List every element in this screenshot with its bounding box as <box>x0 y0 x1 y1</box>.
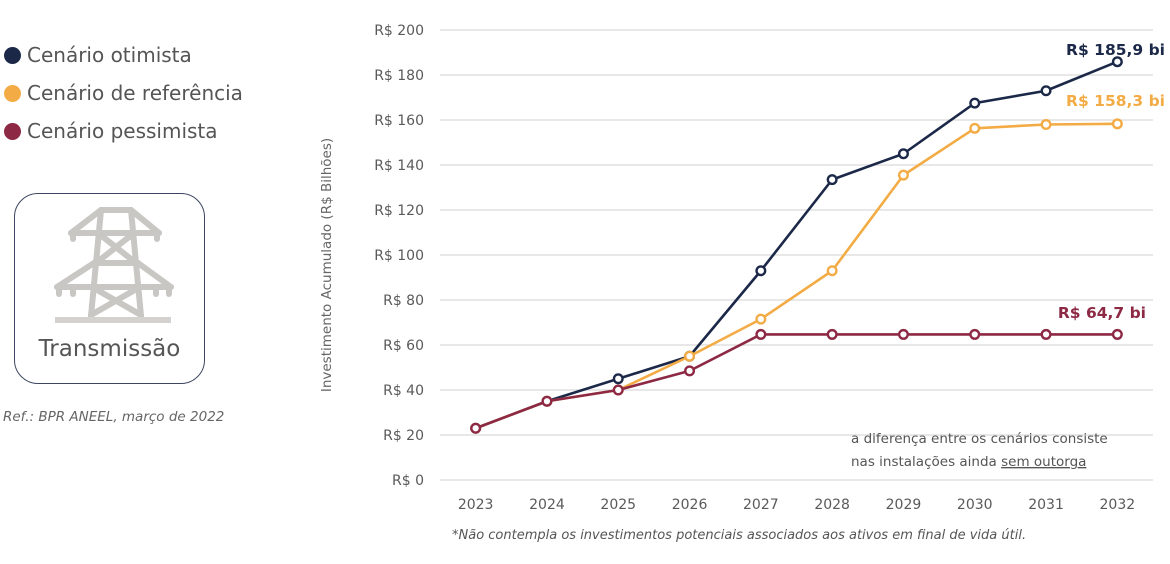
x-tick-label: 2032 <box>1100 497 1136 513</box>
series-line-otimista <box>475 60 1118 430</box>
transmission-tower-icon <box>54 207 174 323</box>
category-box: Transmissão <box>14 193 205 384</box>
annotation-line-2: nas instalações ainda sem outorga <box>851 454 1086 470</box>
end-label-pessimista: R$ 64,7 bi <box>1058 304 1146 322</box>
y-tick-labels: R$ 0 R$ 20 R$ 40 R$ 60 R$ 80 R$ 100 R$ 120 R$ 1… <box>374 23 424 489</box>
data-point-pessimista <box>541 395 553 407</box>
data-point-referencia <box>684 350 696 362</box>
data-point-pessimista <box>612 384 624 396</box>
y-tick-label: R$ 180 <box>374 68 424 84</box>
y-tick-label: R$ 0 <box>392 473 424 489</box>
reference-note: Ref.: BPR ANEEL, março de 2022 <box>3 409 225 425</box>
x-tick-label: 2027 <box>743 497 779 513</box>
category-label: Transmissão <box>38 336 181 362</box>
data-point-referencia <box>969 122 981 134</box>
data-point-referencia <box>1111 118 1123 130</box>
x-tick-label: 2030 <box>957 497 993 513</box>
y-tick-label: R$ 100 <box>374 248 424 264</box>
legend-item-otimista: Cenário otimista <box>4 36 243 74</box>
y-tick-label: R$ 200 <box>374 23 424 39</box>
data-point-referencia <box>826 265 838 277</box>
y-tick-label: R$ 140 <box>374 158 424 174</box>
data-point-otimista <box>1111 56 1123 68</box>
data-point-otimista <box>969 97 981 109</box>
y-tick-label: R$ 60 <box>383 338 424 354</box>
data-point-otimista <box>612 373 624 385</box>
x-tick-label: 2028 <box>814 497 850 513</box>
annotation-line-2-text: nas instalações ainda <box>851 454 1001 470</box>
y-axis-title: Investimento Acumulado (R$ Bilhões) <box>319 138 335 392</box>
legend-label: Cenário otimista <box>27 43 192 67</box>
y-tick-label: R$ 120 <box>374 203 424 219</box>
end-labels: R$ 185,9 bi R$ 158,3 bi R$ 64,7 bi <box>1058 41 1165 322</box>
series-pessimista <box>470 328 1123 434</box>
data-point-pessimista <box>1111 328 1123 340</box>
end-label-otimista: R$ 185,9 bi <box>1066 41 1165 59</box>
data-point-otimista <box>755 265 767 277</box>
legend-label: Cenário de referência <box>27 81 243 105</box>
data-point-referencia <box>897 169 909 181</box>
legend: Cenário otimista Cenário de referência C… <box>4 36 243 150</box>
gridlines <box>440 29 1153 481</box>
series-otimista <box>470 56 1123 434</box>
data-point-pessimista <box>755 328 767 340</box>
x-tick-label: 2026 <box>672 497 708 513</box>
data-point-otimista <box>897 148 909 160</box>
y-tick-label: R$ 160 <box>374 113 424 129</box>
legend-dot-pessimista <box>4 122 21 140</box>
annotation-underlined-text: sem outorga <box>1001 454 1086 470</box>
x-tick-label: 2023 <box>458 497 494 513</box>
data-point-otimista <box>1040 85 1052 97</box>
legend-item-pessimista: Cenário pessimista <box>4 112 243 150</box>
y-tick-label: R$ 40 <box>383 383 424 399</box>
data-point-referencia <box>1040 118 1052 130</box>
series-group <box>470 56 1123 434</box>
annotation-line-1: a diferença entre os cenários consiste <box>851 431 1108 447</box>
data-point-pessimista <box>470 422 482 434</box>
x-tick-labels: 2023 2024 2025 2026 2027 2028 2029 2030 2031 2032 <box>458 497 1135 513</box>
legend-label: Cenário pessimista <box>27 119 218 143</box>
x-tick-label: 2025 <box>600 497 636 513</box>
legend-dot-referencia <box>4 84 21 102</box>
data-point-otimista <box>826 174 838 186</box>
series-referencia <box>470 118 1123 434</box>
data-point-referencia <box>755 313 767 325</box>
y-tick-label: R$ 80 <box>383 293 424 309</box>
data-point-pessimista <box>826 328 838 340</box>
y-tick-label: R$ 20 <box>383 428 424 444</box>
x-tick-label: 2031 <box>1028 497 1064 513</box>
legend-item-referencia: Cenário de referência <box>4 74 243 112</box>
footnote: *Não contempla os investimentos potencia… <box>452 528 1026 543</box>
x-tick-label: 2024 <box>529 497 565 513</box>
x-tick-label: 2029 <box>886 497 922 513</box>
series-line-referencia <box>475 122 1118 430</box>
legend-dot-otimista <box>4 46 21 64</box>
end-label-referencia: R$ 158,3 bi <box>1066 92 1165 110</box>
data-point-pessimista <box>897 328 909 340</box>
data-point-pessimista <box>969 328 981 340</box>
series-line-pessimista <box>475 333 1118 430</box>
data-point-pessimista <box>1040 328 1052 340</box>
data-point-pessimista <box>684 365 696 377</box>
